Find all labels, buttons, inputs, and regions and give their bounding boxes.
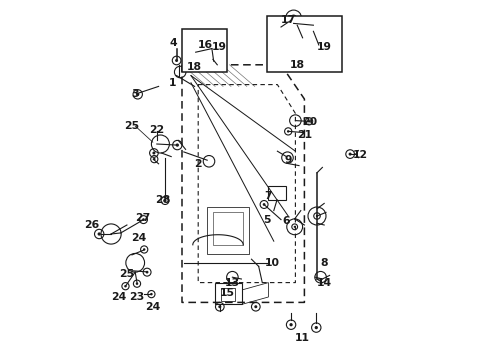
Circle shape [318, 46, 321, 48]
Circle shape [146, 271, 148, 274]
Circle shape [150, 293, 153, 295]
Circle shape [290, 323, 293, 327]
Text: 24: 24 [131, 233, 147, 243]
Bar [182, 29, 227, 72]
Text: 15: 15 [220, 288, 235, 298]
Circle shape [308, 120, 310, 122]
Text: 24: 24 [111, 292, 126, 302]
Text: 10: 10 [265, 258, 279, 268]
Text: 2: 2 [195, 159, 202, 169]
Text: 26: 26 [84, 220, 99, 230]
Circle shape [136, 93, 139, 96]
Text: 20: 20 [302, 117, 318, 127]
Text: 27: 27 [135, 213, 150, 223]
Circle shape [153, 158, 155, 160]
Bar [213, 212, 243, 245]
Text: 19: 19 [317, 42, 332, 52]
Text: 14: 14 [317, 278, 332, 288]
Text: 24: 24 [146, 302, 161, 312]
Bar [267, 16, 342, 72]
Circle shape [294, 226, 295, 228]
Circle shape [217, 66, 219, 68]
Circle shape [142, 218, 145, 221]
Text: 16: 16 [198, 40, 213, 50]
Circle shape [287, 130, 290, 132]
Text: 23: 23 [129, 292, 145, 302]
Text: 6: 6 [283, 216, 290, 226]
Circle shape [293, 17, 294, 19]
Circle shape [218, 305, 221, 308]
Circle shape [202, 49, 204, 50]
Text: 21: 21 [297, 130, 312, 140]
Text: 25: 25 [119, 269, 134, 279]
Text: 19: 19 [212, 42, 227, 52]
Circle shape [152, 152, 155, 154]
Text: 18: 18 [187, 62, 202, 72]
Text: 3: 3 [131, 89, 139, 99]
Text: 17: 17 [281, 15, 296, 25]
Text: 4: 4 [169, 38, 177, 48]
Circle shape [98, 232, 101, 236]
Circle shape [316, 215, 318, 217]
Circle shape [124, 285, 127, 287]
Text: 11: 11 [295, 333, 310, 343]
Circle shape [348, 153, 352, 156]
Circle shape [136, 282, 138, 285]
Circle shape [175, 59, 178, 62]
Text: 12: 12 [353, 150, 368, 160]
Text: 18: 18 [290, 60, 305, 70]
Circle shape [315, 326, 318, 329]
Text: 5: 5 [263, 215, 270, 225]
Text: 1: 1 [169, 78, 177, 88]
Text: 28: 28 [155, 195, 170, 205]
Text: 7: 7 [265, 191, 272, 201]
Circle shape [176, 143, 179, 147]
Bar [207, 207, 248, 254]
Circle shape [164, 199, 167, 202]
Bar [269, 186, 286, 200]
Bar [220, 288, 235, 301]
Circle shape [254, 305, 257, 308]
Text: 13: 13 [225, 278, 240, 288]
Circle shape [263, 203, 266, 206]
Circle shape [143, 248, 146, 251]
Text: 8: 8 [320, 258, 328, 268]
Text: 22: 22 [149, 125, 165, 135]
Bar [216, 283, 243, 304]
Text: 25: 25 [124, 121, 139, 131]
Text: 9: 9 [285, 155, 292, 165]
Circle shape [302, 38, 305, 41]
